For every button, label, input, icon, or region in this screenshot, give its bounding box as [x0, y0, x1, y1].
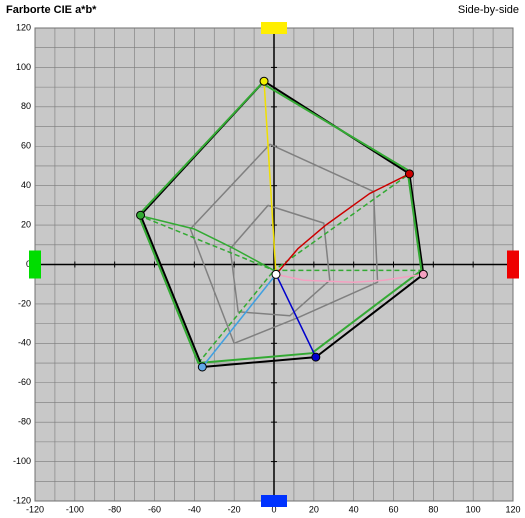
x-tick-label: 40	[349, 504, 359, 514]
x-tick-label: -60	[148, 504, 161, 514]
y-tick-label: -20	[18, 298, 31, 308]
x-tick-label: -100	[66, 504, 84, 514]
color-patch	[507, 250, 519, 279]
point-marker	[404, 169, 414, 179]
series-line	[229, 204, 331, 317]
series-line	[275, 173, 410, 275]
y-tick-label: -80	[18, 417, 31, 427]
series-line	[263, 81, 277, 275]
x-tick-label: -40	[188, 504, 201, 514]
color-patch	[261, 22, 287, 34]
color-patch	[29, 250, 41, 279]
y-tick-label: 20	[21, 219, 31, 229]
x-tick-label: 100	[466, 504, 481, 514]
x-tick-label: -80	[108, 504, 121, 514]
y-tick-label: 100	[16, 62, 31, 72]
y-tick-label: 0	[26, 259, 31, 269]
y-tick-label: 60	[21, 141, 31, 151]
y-tick-label: -60	[18, 377, 31, 387]
point-marker	[311, 352, 321, 362]
series-line	[275, 274, 317, 358]
x-tick-label: 0	[271, 504, 276, 514]
series-line	[275, 273, 424, 283]
chart-subtitle: Side-by-side	[458, 4, 519, 16]
series-line	[138, 214, 275, 272]
y-tick-label: -100	[13, 456, 31, 466]
color-patch	[261, 495, 287, 507]
y-tick-label: -120	[13, 495, 31, 505]
series-line	[201, 273, 277, 368]
point-marker	[259, 76, 269, 86]
point-marker	[271, 269, 281, 279]
series-line	[197, 269, 424, 364]
x-tick-label: 60	[388, 504, 398, 514]
x-tick-label: 120	[505, 504, 520, 514]
y-tick-label: 120	[16, 22, 31, 32]
y-tick-label: 40	[21, 180, 31, 190]
x-tick-label: -20	[228, 504, 241, 514]
point-marker	[418, 269, 428, 279]
point-marker	[136, 210, 146, 220]
chart-title: Farborte CIE a*b*	[6, 4, 97, 16]
point-marker	[197, 362, 207, 372]
y-tick-label: 80	[21, 101, 31, 111]
x-tick-label: -120	[26, 504, 44, 514]
x-tick-label: 20	[309, 504, 319, 514]
x-tick-label: 80	[428, 504, 438, 514]
y-tick-label: -40	[18, 338, 31, 348]
